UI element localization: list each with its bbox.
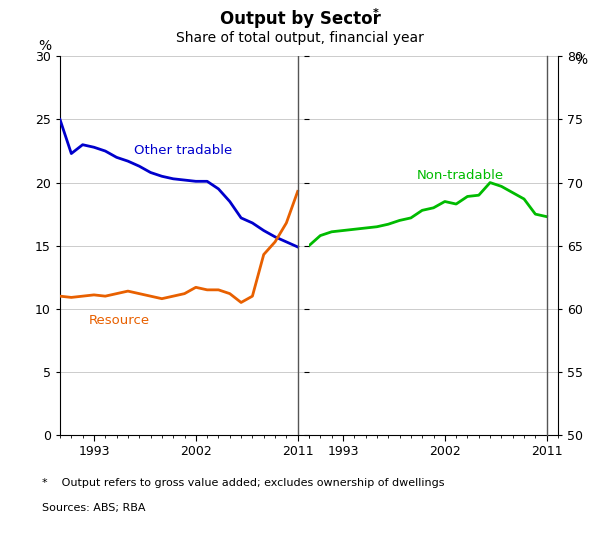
Text: Other tradable: Other tradable [134, 143, 232, 157]
Text: Non-tradable: Non-tradable [416, 169, 503, 182]
Text: *    Output refers to gross value added; excludes ownership of dwellings: * Output refers to gross value added; ex… [42, 478, 445, 488]
Text: Output by Sector: Output by Sector [220, 10, 380, 28]
Text: *: * [373, 8, 379, 18]
Y-axis label: %: % [574, 53, 587, 67]
Text: Share of total output, financial year: Share of total output, financial year [176, 31, 424, 45]
Text: Sources: ABS; RBA: Sources: ABS; RBA [42, 503, 146, 513]
Y-axis label: %: % [38, 39, 52, 53]
Text: Resource: Resource [88, 314, 149, 327]
